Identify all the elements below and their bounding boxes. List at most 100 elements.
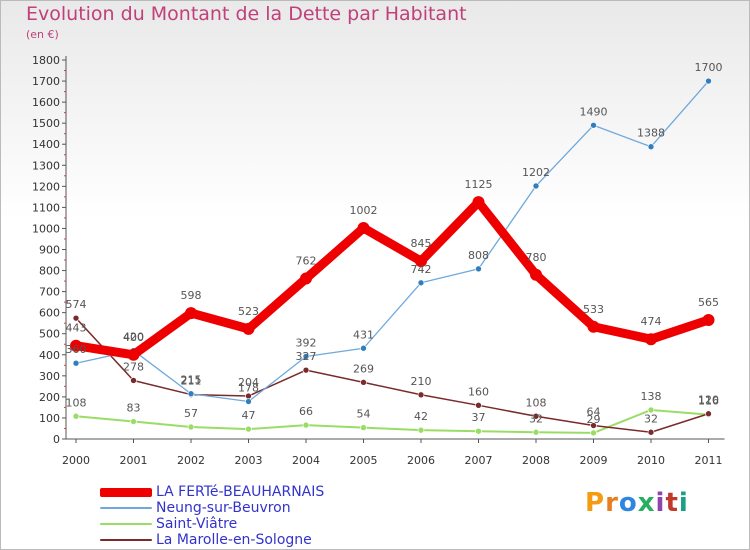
legend-swatch: [100, 487, 152, 497]
data-point: [360, 379, 367, 386]
data-label: 420: [123, 331, 144, 344]
logo-letter: x: [637, 488, 656, 518]
x-tick-label: 2011: [695, 454, 723, 467]
data-point: [530, 268, 542, 281]
y-tick-label: 1400: [32, 138, 60, 151]
x-tick-label: 2000: [62, 454, 90, 467]
data-point: [417, 391, 425, 399]
x-tick-label: 2005: [350, 454, 378, 467]
y-tick-label: 100: [39, 412, 60, 425]
data-point: [72, 359, 80, 367]
logo-letter: i: [655, 488, 666, 518]
legend-swatch: [100, 507, 152, 509]
data-point: [647, 143, 655, 151]
data-label: 762: [296, 255, 317, 268]
data-label: 120: [698, 394, 719, 407]
data-label: 37: [472, 411, 486, 424]
data-label: 780: [526, 251, 547, 264]
data-point: [245, 425, 252, 433]
data-label: 64: [587, 406, 601, 419]
data-label: 278: [123, 360, 144, 373]
data-point: [130, 418, 137, 425]
y-tick-label: 0: [53, 433, 60, 446]
logo-letter: P: [585, 488, 606, 518]
data-label: 1125: [465, 178, 493, 191]
data-point: [645, 333, 657, 346]
data-label: 57: [184, 407, 198, 420]
y-tick-label: 1800: [32, 54, 60, 67]
legend-item: LA FERTé-BEAUHARNAIS: [100, 484, 324, 500]
data-point: [417, 426, 425, 434]
legend-label: La Marolle-en-Sologne: [156, 532, 312, 548]
legend-label: Saint-Viâtre: [156, 516, 238, 532]
x-tick-label: 2002: [177, 454, 205, 467]
data-point: [475, 265, 482, 273]
y-tick-label: 1500: [32, 117, 60, 130]
data-label: 66: [299, 405, 313, 418]
y-tick-label: 1100: [32, 201, 60, 214]
data-point: [705, 410, 712, 418]
data-label: 204: [238, 376, 259, 389]
data-point: [532, 412, 540, 420]
legend-label: Neung-sur-Beuvron: [156, 500, 291, 516]
data-point: [590, 429, 597, 437]
data-label: 29: [587, 413, 601, 426]
data-point: [587, 320, 600, 333]
data-label: 742: [411, 263, 432, 276]
legend-item: Saint-Viâtre: [100, 516, 324, 532]
data-label: 108: [66, 396, 87, 409]
data-point: [702, 314, 715, 327]
data-point: [70, 339, 82, 352]
data-point: [532, 428, 540, 436]
logo-letter: t: [665, 488, 679, 518]
y-tick-label: 500: [39, 328, 60, 341]
legend-label: LA FERTé-BEAUHARNAIS: [156, 484, 325, 500]
proxiti-logo: Proxiti: [585, 488, 689, 518]
y-tick-label: 1600: [32, 96, 60, 109]
data-label: 1700: [695, 61, 723, 74]
data-point: [300, 272, 312, 285]
data-point: [590, 121, 597, 129]
data-label: 360: [66, 343, 87, 356]
data-label: 42: [414, 410, 428, 423]
data-point: [360, 344, 367, 352]
y-tick-label: 900: [39, 244, 60, 257]
data-label: 533: [583, 303, 604, 316]
data-label: 845: [411, 237, 432, 250]
data-point: [475, 402, 482, 409]
y-tick-label: 300: [39, 370, 60, 383]
data-label: 32: [529, 412, 543, 425]
data-label: 808: [468, 249, 489, 262]
data-label: 598: [181, 289, 202, 302]
data-label: 443: [66, 322, 87, 335]
y-tick-label: 1700: [32, 75, 60, 88]
data-label: 400: [123, 331, 144, 344]
legend-swatch: [100, 523, 152, 525]
data-label: 116: [698, 395, 719, 408]
y-tick-label: 800: [39, 265, 60, 278]
series-line: [75, 317, 710, 434]
data-point: [187, 390, 195, 398]
legend-item: Neung-sur-Beuvron: [100, 500, 324, 516]
data-point: [302, 353, 310, 360]
data-point: [417, 279, 425, 287]
y-tick-label: 700: [39, 286, 60, 299]
data-label: 160: [468, 385, 489, 398]
x-tick-label: 2006: [407, 454, 435, 467]
series-line: [75, 80, 710, 403]
data-label: 215: [181, 374, 202, 387]
series-line: [71, 197, 713, 360]
data-label: 1490: [580, 105, 608, 118]
data-label: 1002: [350, 204, 378, 217]
x-tick-label: 2001: [120, 454, 148, 467]
data-point: [72, 314, 80, 322]
data-point: [472, 196, 485, 209]
data-point: [647, 428, 655, 436]
x-tick-label: 2008: [522, 454, 550, 467]
data-label: 54: [357, 408, 371, 421]
data-point: [185, 307, 197, 320]
data-point: [360, 424, 367, 431]
chart-legend: LA FERTé-BEAUHARNAIS Neung-sur-Beuvron Sai…: [100, 484, 324, 548]
data-point: [302, 366, 310, 374]
